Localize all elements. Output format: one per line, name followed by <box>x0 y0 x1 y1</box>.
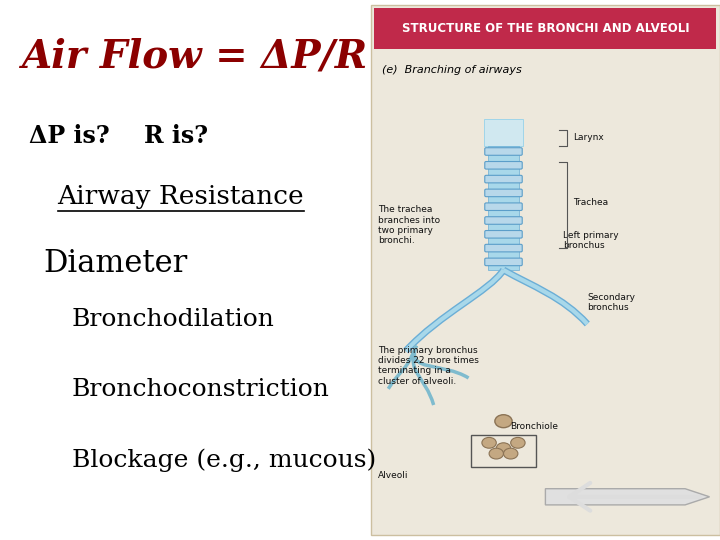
Text: (e)  Branching of airways: (e) Branching of airways <box>382 65 521 75</box>
Polygon shape <box>546 489 709 505</box>
Text: Bronchoconstriction: Bronchoconstriction <box>72 378 330 401</box>
FancyBboxPatch shape <box>485 217 522 224</box>
FancyBboxPatch shape <box>485 148 522 156</box>
Circle shape <box>489 448 503 459</box>
Circle shape <box>496 443 510 454</box>
Text: STRUCTURE OF THE BRONCHI AND ALVEOLI: STRUCTURE OF THE BRONCHI AND ALVEOLI <box>402 22 689 35</box>
Text: Air Flow = ΔP/R: Air Flow = ΔP/R <box>22 38 367 76</box>
FancyBboxPatch shape <box>371 5 720 535</box>
Text: The primary bronchus
divides 22 more times
terminating in a
cluster of alveoli.: The primary bronchus divides 22 more tim… <box>378 346 479 386</box>
FancyBboxPatch shape <box>484 119 523 146</box>
Circle shape <box>503 448 518 459</box>
Text: Left primary
bronchus: Left primary bronchus <box>563 231 618 250</box>
Text: Alveoli: Alveoli <box>378 471 408 480</box>
FancyArrowPatch shape <box>570 483 700 511</box>
FancyBboxPatch shape <box>485 244 522 252</box>
Text: R is?: R is? <box>144 124 208 148</box>
Text: ΔP is?: ΔP is? <box>29 124 109 148</box>
FancyBboxPatch shape <box>485 176 522 183</box>
Text: Secondary
bronchus: Secondary bronchus <box>588 293 635 312</box>
Circle shape <box>510 437 525 448</box>
Text: Bronchiole: Bronchiole <box>510 422 559 431</box>
Circle shape <box>482 437 496 448</box>
Text: Blockage (e.g., mucous): Blockage (e.g., mucous) <box>72 448 377 472</box>
Text: The trachea
branches into
two primary
bronchi.: The trachea branches into two primary br… <box>378 205 440 245</box>
FancyBboxPatch shape <box>485 203 522 211</box>
FancyBboxPatch shape <box>485 161 522 169</box>
FancyBboxPatch shape <box>485 231 522 238</box>
Text: Bronchodilation: Bronchodilation <box>72 308 275 331</box>
Text: Trachea: Trachea <box>573 198 608 207</box>
FancyBboxPatch shape <box>488 146 518 270</box>
Text: Larynx: Larynx <box>573 133 604 142</box>
Text: Diameter: Diameter <box>43 248 187 279</box>
FancyBboxPatch shape <box>374 8 716 49</box>
FancyBboxPatch shape <box>485 189 522 197</box>
Circle shape <box>495 415 512 428</box>
Text: Airway Resistance: Airway Resistance <box>58 184 305 208</box>
FancyBboxPatch shape <box>485 258 522 266</box>
